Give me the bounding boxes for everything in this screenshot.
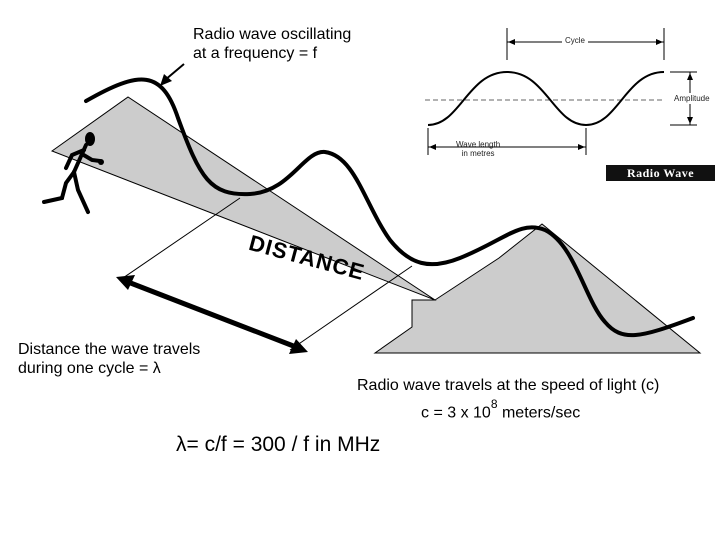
inset-cycle-label: Cycle bbox=[562, 36, 589, 45]
guide-line bbox=[119, 197, 241, 281]
wavelength-arrow bbox=[127, 279, 297, 350]
radio-wave-badge: Radio Wave bbox=[606, 165, 715, 181]
wavelength-formula: λ= c/f = 300 / f in MHz bbox=[176, 433, 381, 456]
oscillation-label: Radio wave oscillating at a frequency = … bbox=[193, 26, 352, 62]
inset-amplitude-label: Amplitude bbox=[674, 93, 710, 104]
inset-schematic bbox=[425, 28, 697, 155]
runner-hand bbox=[98, 159, 104, 165]
oscillation-pointer bbox=[164, 63, 185, 81]
inset-sine-curve bbox=[427, 70, 665, 127]
inset-wavelength-label: Wave length in metres bbox=[456, 140, 501, 158]
guide-line bbox=[289, 265, 413, 351]
arrowhead-right bbox=[289, 339, 308, 354]
speed-value: c = 3 x 108 meters/sec bbox=[421, 397, 581, 422]
runner-figure bbox=[42, 132, 102, 214]
oscillation-pointer-head bbox=[160, 74, 172, 86]
distance-plane bbox=[50, 96, 702, 354]
cycle-distance-label: Distance the wave travels during one cyc… bbox=[18, 341, 201, 377]
radio-wave-curve bbox=[84, 77, 695, 338]
arrowhead-left bbox=[116, 275, 135, 290]
speed-of-light-label: Radio wave travels at the speed of light… bbox=[357, 377, 660, 394]
